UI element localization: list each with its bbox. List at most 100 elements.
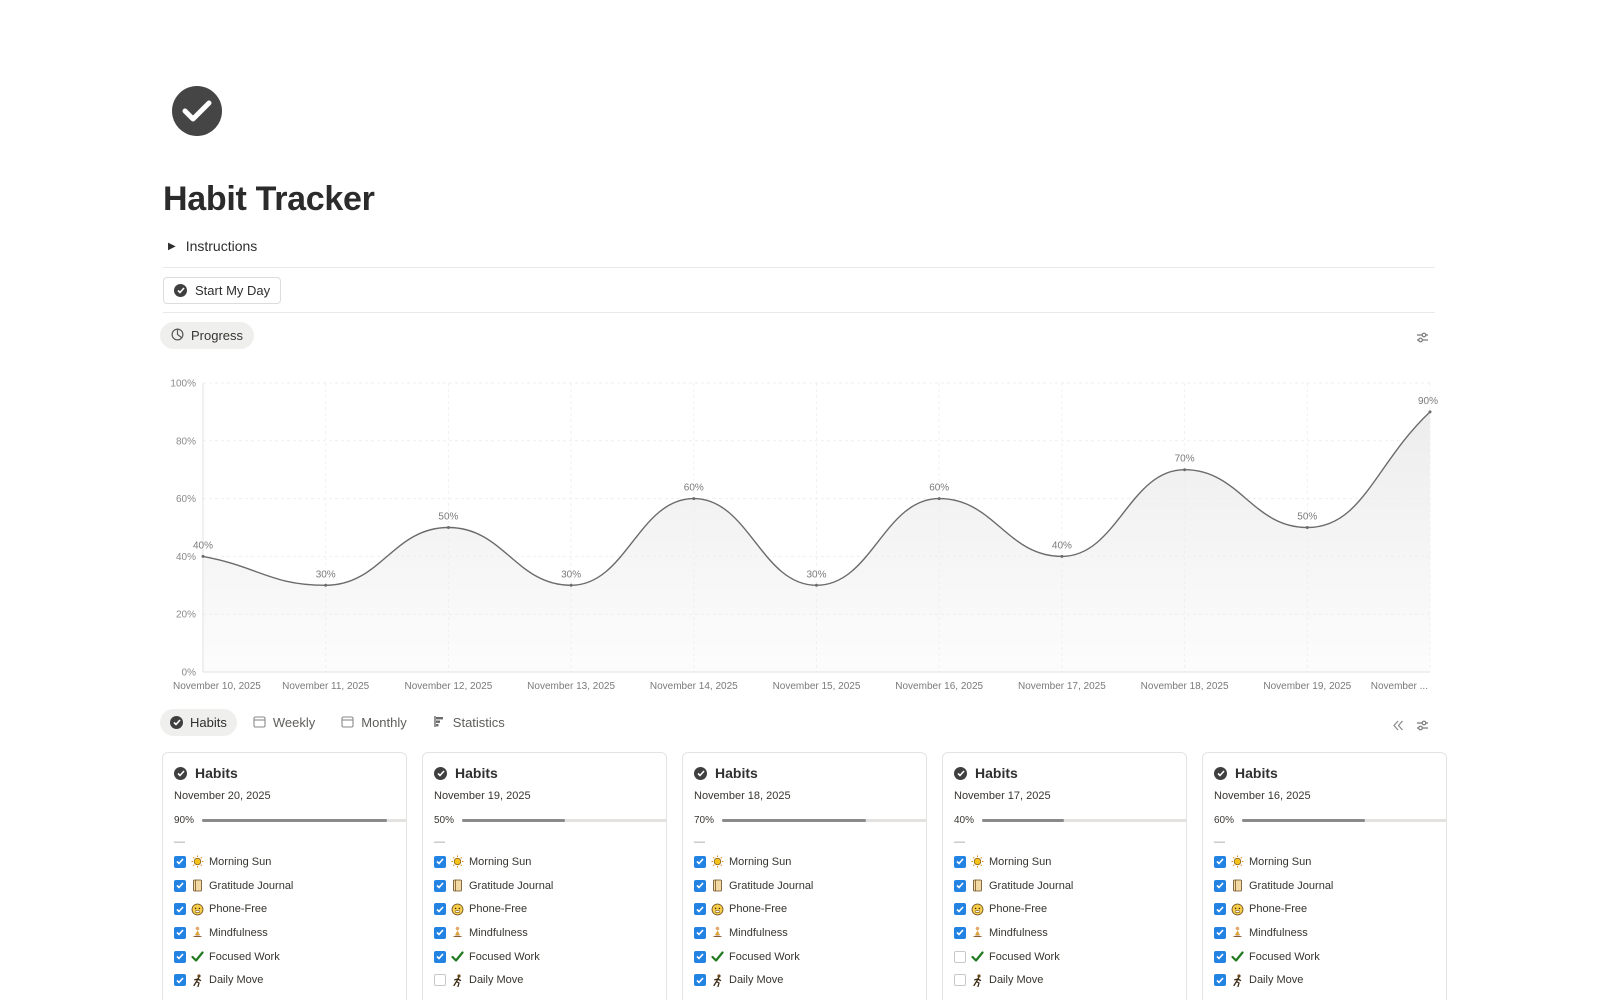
card-header: Habits bbox=[694, 763, 915, 783]
habit-checkbox[interactable] bbox=[954, 950, 966, 963]
collapse-double-chevron-icon[interactable] bbox=[1390, 717, 1406, 733]
habit-checkbox[interactable] bbox=[434, 974, 446, 987]
divider bbox=[163, 267, 1435, 268]
habit-label: Mindfulness bbox=[469, 926, 528, 939]
habit-checkbox[interactable] bbox=[1214, 903, 1226, 916]
tab-progress[interactable]: Progress bbox=[160, 322, 255, 349]
habit-checkbox[interactable] bbox=[694, 879, 706, 892]
card-date: November 20, 2025 bbox=[174, 790, 271, 802]
sun-icon bbox=[711, 855, 724, 868]
x-tick-label: November 13, 2025 bbox=[527, 681, 615, 692]
habit-card[interactable]: Habits November 20, 2025 90% — Morning Sun Gr… bbox=[162, 752, 407, 1000]
progress-bar-track bbox=[722, 818, 926, 822]
habit-checkbox[interactable] bbox=[434, 950, 446, 963]
habit-row: Daily Move bbox=[694, 968, 915, 992]
habit-checkbox[interactable] bbox=[1214, 950, 1226, 963]
area-fill bbox=[203, 411, 1430, 672]
habit-checkbox[interactable] bbox=[954, 855, 966, 868]
habit-checkbox[interactable] bbox=[174, 974, 186, 987]
sun-icon bbox=[1231, 855, 1244, 868]
habit-checkbox[interactable] bbox=[1214, 879, 1226, 892]
habit-checkbox[interactable] bbox=[434, 879, 446, 892]
habit-checkbox[interactable] bbox=[954, 879, 966, 892]
meditation-icon bbox=[451, 926, 464, 939]
habit-checkbox[interactable] bbox=[1214, 926, 1226, 939]
tab-monthly[interactable]: Monthly bbox=[331, 709, 417, 736]
habit-row: Mindfulness bbox=[174, 921, 395, 945]
habit-checkbox[interactable] bbox=[1214, 974, 1226, 987]
habit-card[interactable]: Habits November 18, 2025 70% — Morning Sun Gr… bbox=[682, 752, 927, 1000]
page-check-circle-icon[interactable] bbox=[172, 86, 222, 136]
notebook-icon bbox=[1231, 879, 1244, 892]
habit-checkbox[interactable] bbox=[174, 879, 186, 892]
habit-row: Gratitude Journal bbox=[954, 874, 1175, 898]
habit-label: Morning Sun bbox=[469, 855, 532, 868]
phone-free-icon bbox=[1231, 903, 1244, 916]
habit-checkbox[interactable] bbox=[694, 926, 706, 939]
habit-checkbox[interactable] bbox=[174, 926, 186, 939]
phone-free-icon bbox=[451, 903, 464, 916]
y-tick-label: 20% bbox=[176, 610, 196, 621]
habit-label: Gratitude Journal bbox=[1249, 879, 1334, 892]
card-separator: — bbox=[954, 836, 965, 848]
data-label: 60% bbox=[684, 483, 704, 494]
card-separator: — bbox=[1214, 836, 1225, 848]
card-progress: 50% bbox=[434, 813, 666, 827]
habit-label: Focused Work bbox=[469, 950, 540, 963]
card-title: Habits bbox=[455, 765, 498, 781]
instructions-toggle[interactable]: ▶ Instructions bbox=[168, 238, 257, 254]
tab-statistics[interactable]: Statistics bbox=[423, 709, 515, 736]
start-my-day-button[interactable]: Start My Day bbox=[163, 277, 282, 304]
habit-checkbox[interactable] bbox=[434, 855, 446, 868]
habit-checkbox[interactable] bbox=[174, 903, 186, 916]
habit-checkbox[interactable] bbox=[434, 926, 446, 939]
habit-card[interactable]: Habits November 17, 2025 40% — Morning Sun Gr… bbox=[942, 752, 1187, 1000]
checkmark-icon bbox=[191, 950, 204, 963]
data-point bbox=[1305, 526, 1309, 529]
habit-card[interactable]: Habits November 19, 2025 50% — Morning Sun Gr… bbox=[422, 752, 667, 1000]
habit-row: Gratitude Journal bbox=[1214, 874, 1435, 898]
running-icon bbox=[1231, 974, 1244, 987]
habit-checkbox[interactable] bbox=[694, 974, 706, 987]
habit-row: Focused Work bbox=[954, 945, 1175, 969]
tab-habits[interactable]: Habits bbox=[160, 709, 237, 736]
x-tick-label: November 14, 2025 bbox=[650, 681, 738, 692]
habit-row: Daily Move bbox=[174, 968, 395, 992]
habit-row: Mindfulness bbox=[1214, 921, 1435, 945]
habit-checkbox[interactable] bbox=[1214, 855, 1226, 868]
x-tick-label: November 11, 2025 bbox=[282, 681, 370, 692]
habit-row: Mindfulness bbox=[954, 921, 1175, 945]
progress-bar-track bbox=[202, 818, 406, 822]
habit-label: Morning Sun bbox=[209, 855, 272, 868]
data-point bbox=[937, 497, 941, 501]
habit-label: Mindfulness bbox=[209, 926, 268, 939]
habit-row: Gratitude Journal bbox=[174, 874, 395, 898]
habit-card[interactable]: Habits November 16, 2025 60% — Morning Sun Gr… bbox=[1202, 752, 1447, 1000]
habit-row: Morning Sun bbox=[954, 850, 1175, 874]
habit-checkbox[interactable] bbox=[954, 903, 966, 916]
tab-monthly-label: Monthly bbox=[361, 715, 407, 730]
habit-checkbox[interactable] bbox=[694, 903, 706, 916]
settings-sliders-icon[interactable] bbox=[1414, 717, 1430, 733]
tab-progress-label: Progress bbox=[191, 328, 244, 343]
habit-checkbox[interactable] bbox=[954, 926, 966, 939]
habit-checkbox[interactable] bbox=[694, 855, 706, 868]
progress-label: 40% bbox=[954, 814, 975, 826]
meditation-icon bbox=[191, 926, 204, 939]
habit-checkbox[interactable] bbox=[174, 950, 186, 963]
x-tick-label: November 15, 2025 bbox=[773, 681, 861, 692]
habit-label: Mindfulness bbox=[729, 926, 788, 939]
habit-checkbox[interactable] bbox=[434, 903, 446, 916]
settings-sliders-icon[interactable] bbox=[1414, 329, 1430, 345]
habit-checkbox[interactable] bbox=[174, 855, 186, 868]
habit-label: Focused Work bbox=[729, 950, 800, 963]
habit-checkbox[interactable] bbox=[954, 974, 966, 987]
progress-label: 70% bbox=[694, 814, 715, 826]
habit-checkbox[interactable] bbox=[694, 950, 706, 963]
tab-weekly[interactable]: Weekly bbox=[243, 709, 325, 736]
card-date: November 16, 2025 bbox=[1214, 790, 1311, 802]
card-header: Habits bbox=[174, 763, 395, 783]
phone-free-icon bbox=[971, 903, 984, 916]
y-tick-label: 80% bbox=[176, 436, 196, 447]
running-icon bbox=[191, 974, 204, 987]
